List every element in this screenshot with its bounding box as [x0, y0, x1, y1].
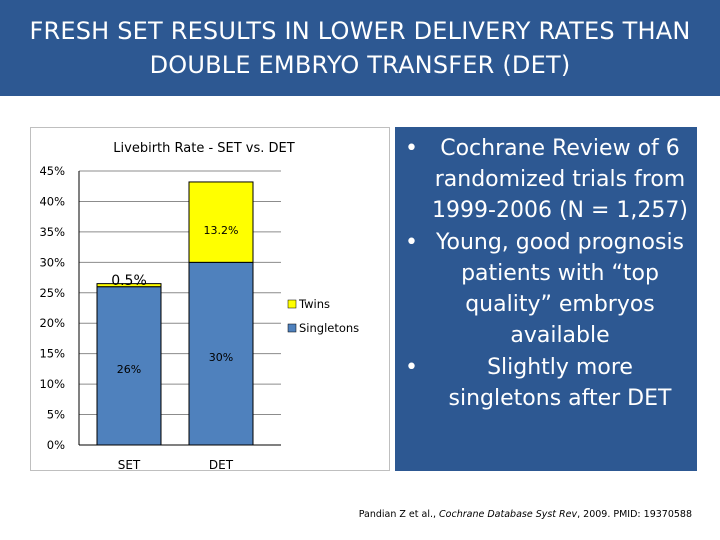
y-tick-label: 45%	[39, 164, 65, 178]
bar-twins-det	[188, 181, 254, 263]
x-tick-label: SET	[118, 458, 141, 472]
y-tick-label: 0%	[47, 438, 65, 452]
bars	[96, 181, 254, 446]
data-label: 30%	[209, 351, 233, 364]
y-tick-label: 10%	[39, 377, 65, 391]
legend-swatch-twins	[287, 299, 297, 309]
data-labels: 26% 30% 0.5% 13.2%	[111, 224, 238, 376]
bar-singletons-det	[188, 261, 254, 446]
bullet-list: • Cochrane Review of 6 randomized trials…	[395, 127, 697, 414]
bar-singletons-set	[96, 286, 162, 446]
x-tick-label: DET	[209, 458, 234, 472]
data-label: 13.2%	[204, 224, 239, 237]
legend: Twins Singletons	[287, 297, 359, 335]
bullet-item: • Cochrane Review of 6 randomized trials…	[401, 133, 691, 226]
bullet-text: Cochrane Review of 6 randomized trials f…	[432, 136, 688, 223]
data-label: 0.5%	[111, 273, 147, 289]
slide-title: FRESH SET RESULTS IN LOWER DELIVERY RATE…	[29, 17, 691, 79]
bar-chart: Livebirth Rate - SET vs. DET 0% 5% 10% 15% 2…	[39, 141, 359, 472]
y-tick-label: 5%	[47, 408, 65, 422]
bullet-dot-icon: •	[405, 355, 418, 380]
citation-authors: Pandian Z et al.,	[358, 509, 440, 520]
bullet-item: • Young, good prognosis patients with “t…	[401, 227, 691, 351]
bar-twins-set	[96, 283, 162, 288]
citation-journal: Cochrane Database Syst Rev	[439, 509, 578, 520]
bullet-text: Slightly more singletons after DET	[448, 355, 672, 411]
y-tick-label: 40%	[39, 194, 65, 208]
axes: 0% 5% 10% 15% 20% 25% 30% 35% 40% 45% SET DET	[39, 164, 281, 472]
bullet-panel: • Cochrane Review of 6 randomized trials…	[395, 127, 697, 471]
bullet-item: • Slightly more singletons after DET	[401, 352, 691, 414]
y-tick-label: 30%	[39, 255, 65, 269]
data-label: 26%	[117, 363, 141, 376]
y-tick-label: 20%	[39, 316, 65, 330]
y-tick-label: 15%	[39, 347, 65, 361]
title-bar: FRESH SET RESULTS IN LOWER DELIVERY RATE…	[0, 0, 720, 96]
legend-label-twins: Twins	[298, 297, 330, 311]
bullet-dot-icon: •	[405, 230, 418, 255]
citation: Pandian Z et al., Cochrane Database Syst…	[0, 509, 692, 520]
chart-container: Livebirth Rate - SET vs. DET 0% 5% 10% 15% 2…	[30, 127, 390, 472]
legend-label-singletons: Singletons	[299, 321, 359, 335]
bullet-text: Young, good prognosis patients with “top…	[435, 230, 685, 348]
bullet-dot-icon: •	[405, 136, 418, 161]
y-tick-label: 25%	[39, 286, 65, 300]
legend-swatch-singletons	[287, 323, 297, 333]
chart-title: Livebirth Rate - SET vs. DET	[113, 141, 294, 156]
citation-details: , 2009. PMID: 19370588	[577, 509, 692, 520]
y-tick-label: 35%	[39, 225, 65, 239]
